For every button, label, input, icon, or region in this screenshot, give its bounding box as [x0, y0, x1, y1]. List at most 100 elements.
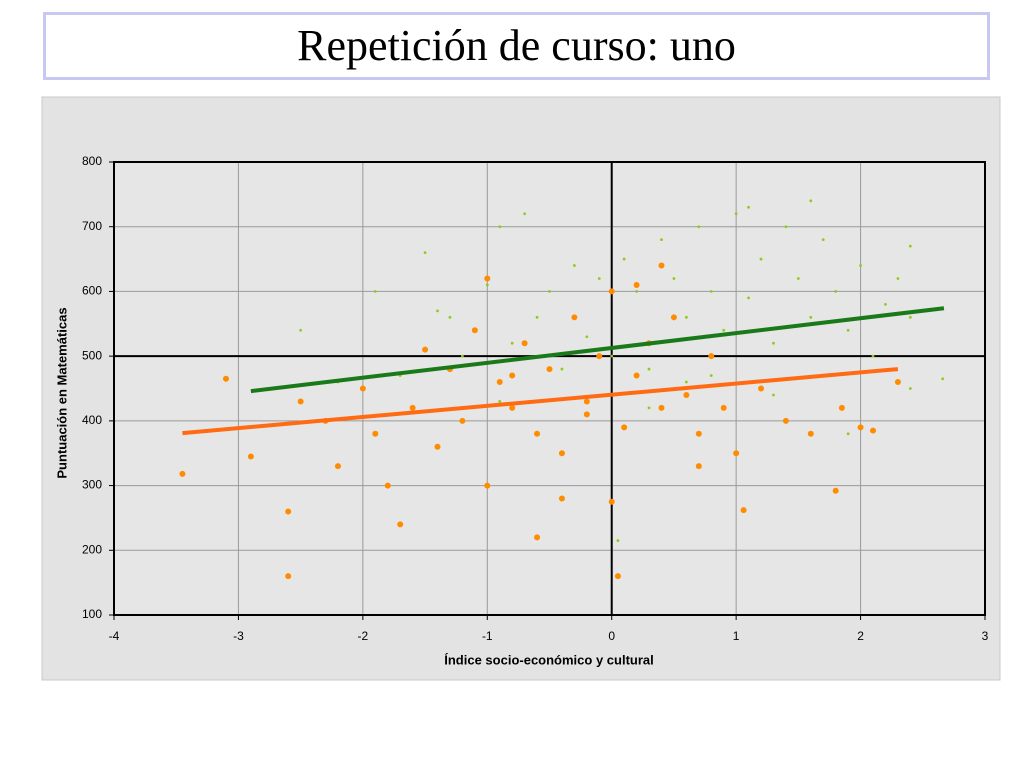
- point: [583, 398, 590, 405]
- point: [409, 404, 416, 411]
- point: [521, 340, 528, 347]
- point: [372, 430, 379, 437]
- point: [572, 264, 576, 267]
- point: [635, 290, 638, 293]
- point: [498, 225, 502, 229]
- x-tick-label: -2: [358, 629, 369, 643]
- point: [608, 288, 615, 295]
- point: [610, 354, 614, 358]
- point: [596, 353, 603, 360]
- point: [695, 430, 702, 437]
- point: [821, 238, 825, 242]
- point: [709, 290, 713, 293]
- point: [222, 375, 229, 382]
- point: [558, 495, 565, 502]
- point: [608, 498, 615, 505]
- point: [484, 275, 491, 282]
- x-tick-label: -1: [482, 629, 493, 643]
- point: [597, 277, 601, 280]
- x-tick-label: 0: [608, 629, 615, 643]
- x-tick-label: -3: [233, 629, 244, 643]
- y-tick-label: 200: [82, 542, 102, 556]
- point: [484, 482, 491, 489]
- point: [908, 315, 912, 319]
- point: [734, 212, 738, 216]
- point: [758, 385, 765, 392]
- point: [857, 424, 864, 431]
- point: [807, 430, 814, 437]
- point: [832, 487, 839, 494]
- point: [658, 404, 665, 411]
- point: [397, 521, 404, 528]
- point: [838, 404, 845, 411]
- point: [740, 507, 747, 514]
- point: [436, 309, 439, 313]
- point: [459, 417, 466, 424]
- point: [509, 372, 516, 379]
- point: [684, 380, 688, 384]
- point: [546, 366, 553, 373]
- point: [796, 277, 800, 280]
- point: [859, 264, 862, 267]
- point: [672, 277, 676, 280]
- y-tick-label: 700: [82, 219, 102, 233]
- point: [535, 315, 539, 319]
- point: [471, 327, 478, 334]
- point: [285, 573, 292, 580]
- point: [571, 314, 578, 321]
- x-tick-label: 1: [733, 629, 740, 643]
- point: [683, 391, 690, 398]
- slide-title: Repetición de curso: uno: [43, 12, 990, 80]
- point: [772, 341, 775, 345]
- x-tick-label: 2: [857, 629, 864, 643]
- point: [496, 379, 503, 386]
- point: [616, 539, 620, 542]
- point: [534, 430, 541, 437]
- point: [782, 417, 789, 424]
- y-tick-label: 800: [82, 154, 102, 168]
- point: [485, 283, 489, 287]
- point: [247, 453, 254, 460]
- plot-frame: [113, 161, 986, 616]
- y-tick-label: 400: [82, 413, 102, 427]
- point: [747, 205, 750, 209]
- point: [722, 328, 726, 332]
- point: [359, 385, 366, 392]
- point: [179, 470, 186, 477]
- point: [560, 367, 564, 371]
- point: [498, 400, 502, 403]
- fit-line: [182, 367, 899, 436]
- point: [622, 257, 626, 261]
- point: [448, 315, 452, 319]
- point: [558, 450, 565, 457]
- point: [422, 346, 429, 353]
- y-tick-label: 100: [82, 607, 102, 621]
- point: [720, 404, 727, 411]
- point: [708, 353, 715, 360]
- point: [461, 354, 464, 358]
- point: [285, 508, 292, 515]
- point: [523, 212, 527, 216]
- point: [896, 277, 900, 280]
- x-axis-label: Índice socio-económico y cultural: [444, 652, 654, 667]
- point: [846, 432, 850, 436]
- plot-area: [114, 162, 985, 615]
- point: [660, 238, 663, 242]
- point: [621, 424, 628, 431]
- point: [695, 463, 702, 470]
- y-tick-label: 600: [82, 284, 102, 298]
- point: [871, 354, 875, 358]
- point: [941, 377, 945, 381]
- fit-line: [250, 306, 945, 394]
- point: [334, 463, 341, 470]
- point: [633, 372, 640, 379]
- point: [908, 387, 912, 390]
- point: [647, 367, 651, 371]
- x-tick-label: -4: [109, 629, 120, 643]
- point: [373, 290, 377, 293]
- point: [772, 393, 775, 397]
- point: [614, 573, 621, 580]
- point: [434, 443, 441, 450]
- point: [684, 315, 688, 319]
- point: [709, 374, 713, 377]
